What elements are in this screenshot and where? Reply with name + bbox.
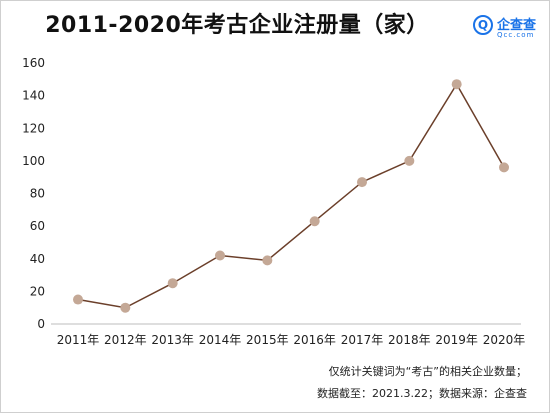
- y-tick-label: 100: [22, 154, 45, 168]
- x-tick-label: 2011年: [57, 333, 100, 347]
- y-tick-label: 160: [22, 56, 45, 70]
- brand-domain: Qcc.com: [497, 31, 535, 39]
- x-tick-label: 2016年: [293, 333, 336, 347]
- x-tick-label: 2015年: [246, 333, 289, 347]
- data-point: [499, 162, 509, 173]
- data-point: [309, 216, 320, 227]
- x-tick-label: 2013年: [151, 333, 194, 347]
- x-tick-label: 2017年: [341, 333, 384, 347]
- y-tick-label: 120: [22, 121, 45, 135]
- data-point: [404, 155, 415, 166]
- brand-logo: Q 企查查 Qcc.com: [473, 11, 545, 45]
- brand-name: 企查查: [497, 18, 537, 33]
- x-tick-label: 2019年: [435, 333, 478, 347]
- footnote-scope: 仅统计关键词为“考古”的相关企业数量；: [328, 365, 527, 378]
- series-line: [77, 82, 505, 309]
- y-axis-ticks: 0 20 40 60 80 100 120 140 160: [22, 56, 45, 331]
- y-tick-label: 140: [22, 89, 45, 103]
- y-tick-label: 20: [30, 284, 45, 298]
- y-tick-label: 60: [30, 219, 45, 233]
- data-point: [167, 278, 178, 289]
- x-tick-label: 2012年: [104, 333, 147, 347]
- y-tick-label: 80: [30, 187, 45, 201]
- qcc-logo-icon: Q: [473, 15, 493, 35]
- series-markers: [73, 79, 509, 313]
- x-axis-ticks: 2011年 2012年 2013年 2014年 2015年 2016年 2017年 2018年…: [57, 333, 526, 347]
- x-tick-label: 2020年: [483, 333, 526, 347]
- footnote-source: 数据截至：2021.3.22；数据来源：企查查: [317, 387, 527, 400]
- data-point: [215, 250, 225, 261]
- x-tick-label: 2018年: [388, 333, 431, 347]
- y-tick-label: 40: [30, 252, 45, 266]
- data-point: [120, 302, 131, 313]
- data-point: [451, 79, 462, 90]
- data-point: [357, 177, 367, 188]
- data-point: [262, 255, 273, 266]
- x-tick-label: 2014年: [199, 333, 242, 347]
- chart-title: 2011-2020年考古企业注册量（家）: [45, 13, 429, 38]
- y-tick-label: 0: [37, 317, 45, 331]
- data-point: [73, 294, 83, 305]
